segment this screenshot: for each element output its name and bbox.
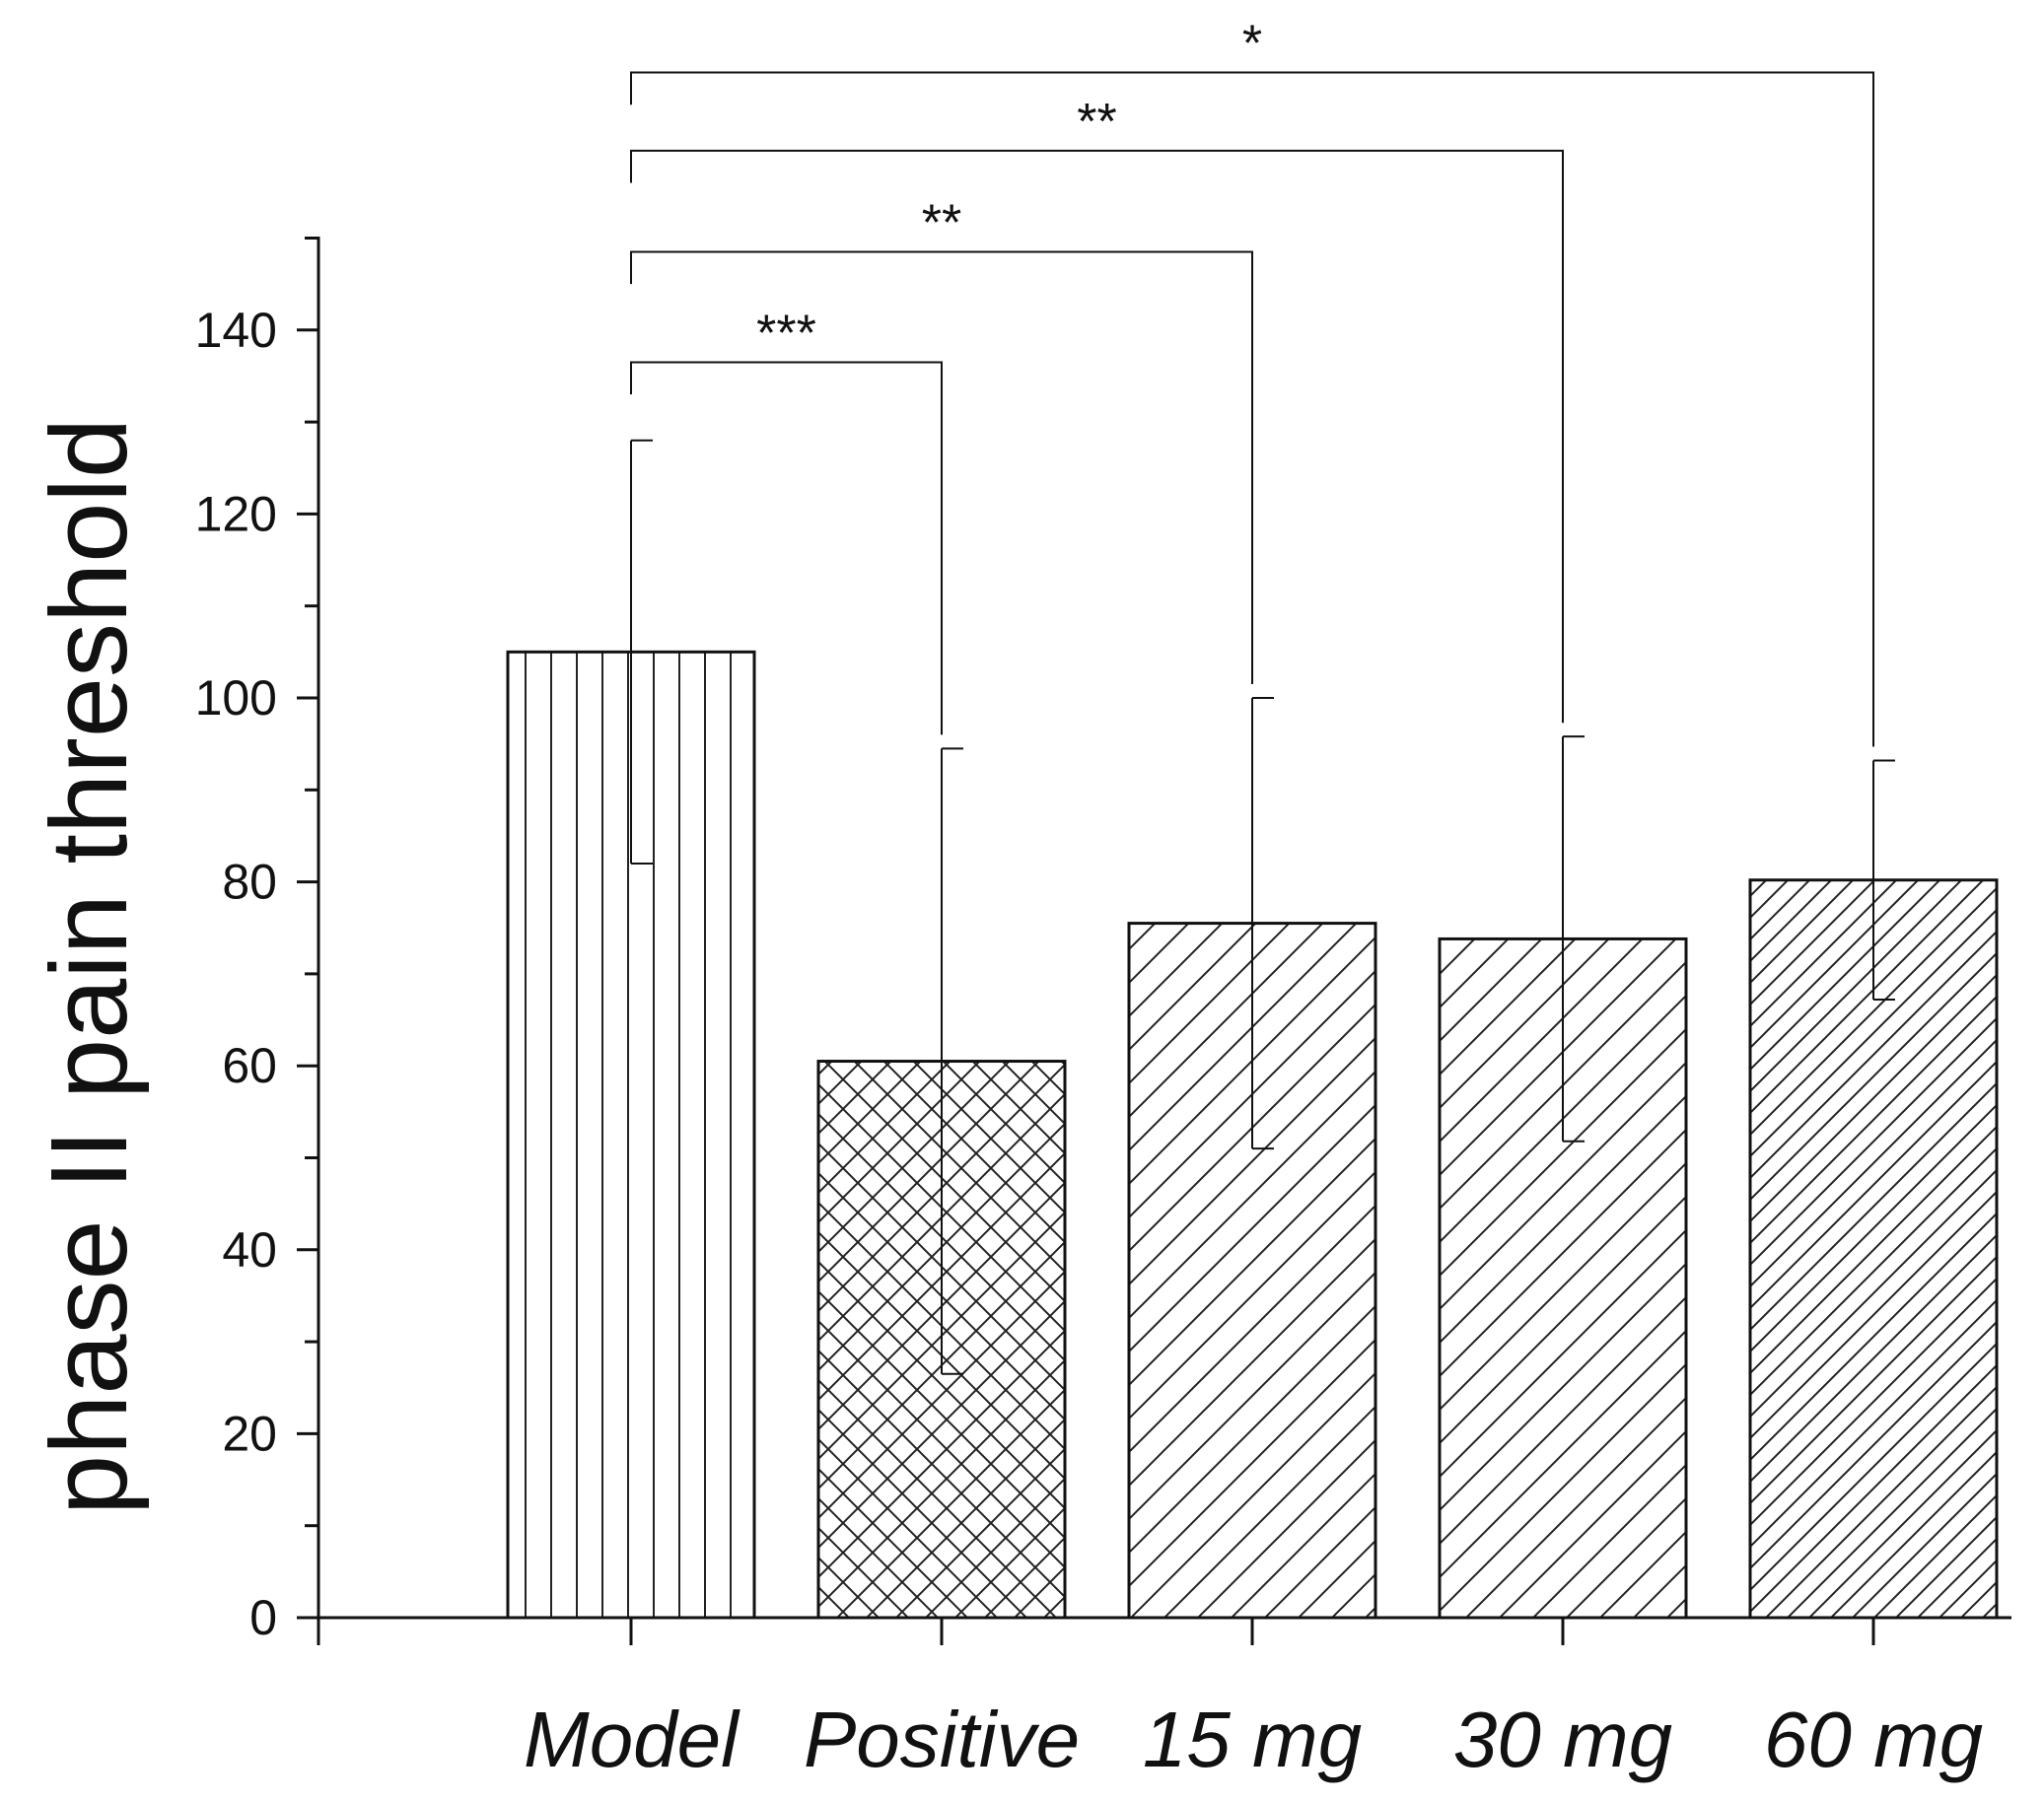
y-tick-label: 100 (195, 670, 277, 726)
significance-label: ** (922, 194, 961, 251)
significance-brackets: ******** (630, 16, 1874, 747)
y-axis-title: phase II pain threshold (29, 418, 150, 1515)
y-tick-label: 0 (249, 1590, 277, 1645)
y-tick-label: 40 (222, 1222, 277, 1278)
y-tick-label: 140 (195, 303, 277, 358)
bars (506, 650, 1999, 1620)
significance-label: *** (756, 305, 816, 362)
significance-label: ** (1077, 94, 1116, 151)
significance-bracket (630, 149, 1564, 724)
y-tick-label: 120 (195, 486, 277, 541)
x-tick-label: Positive (804, 1696, 1080, 1783)
y-tick-label: 20 (222, 1406, 277, 1461)
x-tick-label: Model (524, 1696, 740, 1783)
error-bars (630, 439, 1895, 1375)
y-tick-label: 80 (222, 855, 277, 910)
y-tick-label: 60 (222, 1038, 277, 1093)
significance-bracket (630, 361, 943, 735)
significance-label: * (1242, 16, 1262, 73)
significance-bracket (630, 71, 1874, 747)
labels: 0 20 40 60 80 100 120 140 phase II pain threshol… (29, 303, 1983, 1783)
x-tick-label: 15 mg (1143, 1696, 1362, 1783)
x-tick-label: 30 mg (1453, 1696, 1672, 1783)
significance-bracket (630, 250, 1253, 685)
x-tick-label: 60 mg (1764, 1696, 1983, 1783)
